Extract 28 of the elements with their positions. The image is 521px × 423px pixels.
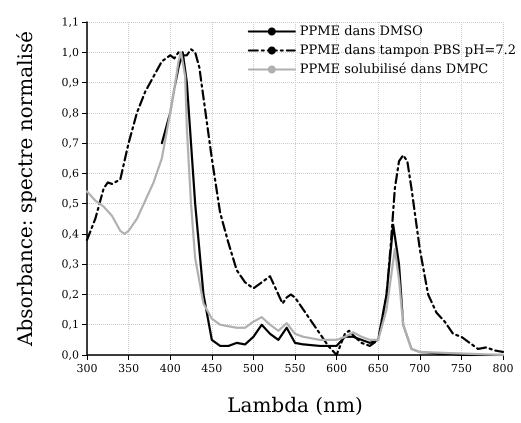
y-tick-label: 0,1 [62, 318, 79, 332]
x-tick-label: 700 [409, 362, 430, 375]
y-tick-label: 0,6 [62, 166, 79, 180]
x-tick-label: 600 [326, 362, 348, 375]
y-tick-label: 0,9 [62, 76, 79, 90]
legend-label: PPME solubilisé dans DMPC [300, 62, 488, 77]
x-tick-label: 650 [368, 362, 389, 375]
y-tick-label: 0,8 [62, 106, 79, 120]
y-tick-label: 0,0 [62, 348, 79, 362]
y-axis-title: Absorbance: spectre normalisé [13, 30, 37, 348]
legend-label: PPME dans tampon PBS pH=7.2 [300, 43, 516, 58]
y-tick-label: 1,0 [62, 46, 79, 59]
y-tick-label: 0,2 [62, 288, 79, 301]
x-tick-label: 800 [492, 362, 514, 375]
y-tick-label: 1,1 [62, 16, 79, 28]
x-tick-label: 450 [201, 362, 222, 375]
x-tick-label: 500 [242, 362, 264, 375]
y-tick-label: 0,3 [62, 258, 79, 271]
x-axis-title: Lambda (nm) [227, 393, 363, 417]
y-tick-label: 0,7 [62, 136, 79, 150]
x-tick-label: 400 [160, 362, 181, 375]
x-tick-label: 350 [118, 362, 140, 375]
x-tick-label: 550 [284, 362, 306, 375]
x-tick-label: 750 [450, 362, 472, 375]
legend-label: PPME dans DMSO [300, 24, 423, 39]
x-tick-label: 300 [76, 362, 98, 375]
y-tick-label: 0,4 [62, 227, 79, 240]
y-tick-label: 0,5 [62, 197, 79, 210]
